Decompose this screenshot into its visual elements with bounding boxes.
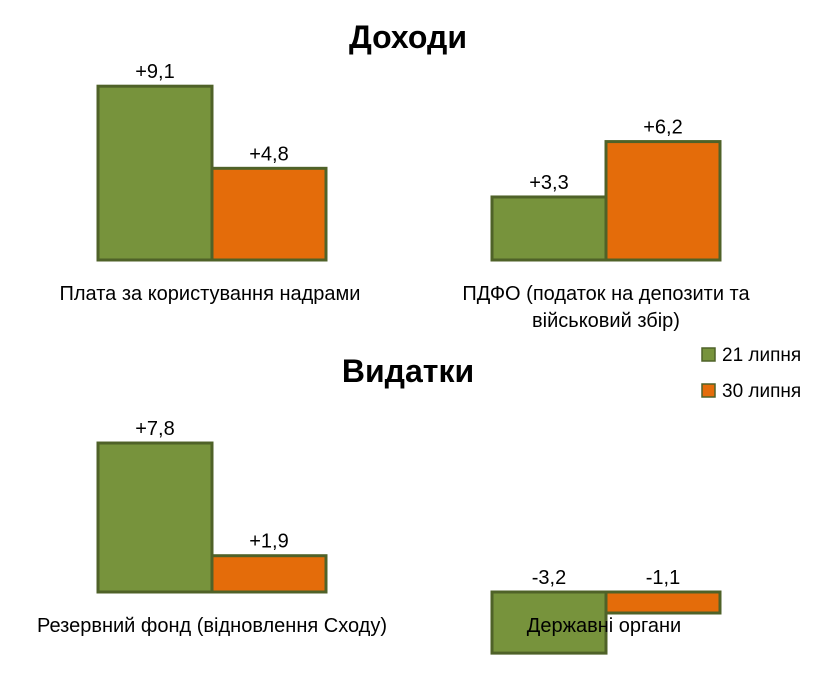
bar-s0-g0-series1 (96, 84, 214, 262)
category-label-s1-g0: Резервний фонд (відновлення Сходу) (37, 615, 387, 637)
bar-s1-g0-series1 (96, 441, 214, 594)
value-label-s1-g0-series1: +7,8 (135, 418, 174, 440)
value-label-s0-g1-series2: +6,2 (643, 117, 682, 139)
bar-s0-g0-series2 (210, 166, 328, 262)
value-label-s1-g1-series2: -1,1 (646, 567, 680, 589)
legend-label-series-1: 21 липня (722, 345, 801, 366)
bar-s1-g1-series1 (490, 590, 608, 655)
value-label-s1-g0-series2: +1,9 (249, 531, 288, 553)
legend-label-series-2: 30 липня (722, 381, 801, 402)
bar-s1-g1-series2 (604, 590, 722, 615)
chart-marks: +9,1 +4,8 Плата за користування надрами +3,… (37, 61, 750, 655)
value-label-s1-g1-series1: -3,2 (532, 567, 566, 589)
legend-swatch-series-1 (701, 347, 716, 362)
category-label-s1-g1: Державні органи (527, 615, 681, 637)
bar-s0-g1-series1 (490, 195, 608, 262)
value-label-s0-g0-series1: +9,1 (135, 61, 174, 83)
bar-s0-g1-series2 (604, 140, 722, 262)
value-label-s0-g1-series1: +3,3 (529, 172, 568, 194)
legend-swatch-series-2 (701, 383, 716, 398)
category-label-s0-g1-line2: військовий збір) (532, 310, 680, 332)
bar-s1-g0-series2 (210, 554, 328, 594)
section-title-expenses: Видатки (342, 353, 474, 389)
legend: 21 липня 30 липня (701, 345, 801, 402)
value-label-s0-g0-series2: +4,8 (249, 143, 288, 165)
category-label-s0-g0: Плата за користування надрами (60, 283, 361, 305)
section-title-income: Доходи (349, 19, 467, 55)
category-label-s0-g1-line1: ПДФО (податок на депозити та (462, 283, 750, 305)
